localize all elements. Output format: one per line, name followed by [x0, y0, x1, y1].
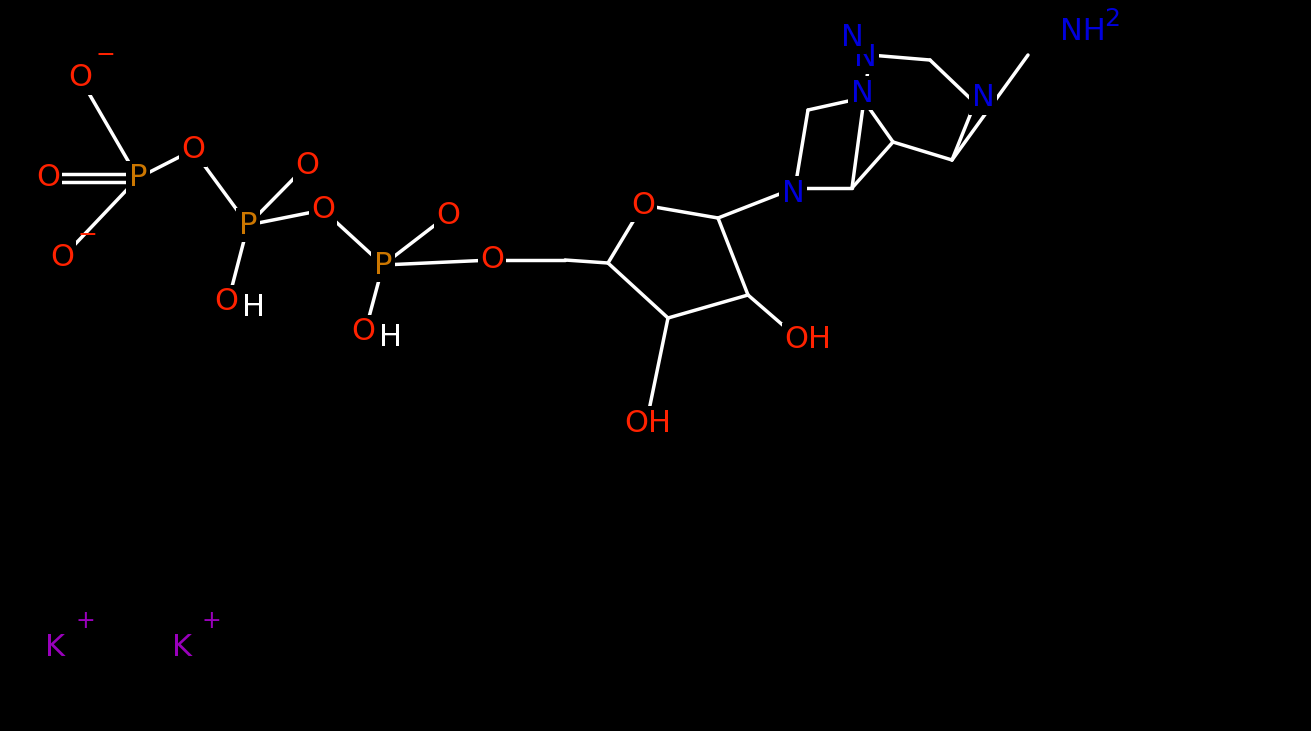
Text: N: N — [840, 23, 864, 51]
Text: −: − — [77, 223, 98, 247]
Text: O: O — [50, 243, 73, 273]
Text: +: + — [75, 609, 94, 633]
Text: −: − — [96, 43, 115, 67]
Text: O: O — [311, 195, 336, 224]
Text: K: K — [45, 634, 66, 662]
Text: O: O — [437, 200, 460, 230]
Text: +: + — [202, 609, 222, 633]
Text: OH: OH — [624, 409, 671, 437]
Text: H: H — [379, 323, 402, 352]
Text: H: H — [243, 293, 265, 322]
Text: K: K — [172, 634, 191, 662]
Text: NH: NH — [1061, 17, 1105, 46]
Text: N: N — [851, 78, 873, 107]
Text: O: O — [68, 64, 92, 93]
Text: N: N — [781, 178, 805, 208]
Text: O: O — [631, 191, 656, 219]
Text: O: O — [295, 151, 319, 180]
Text: O: O — [214, 287, 239, 317]
Text: O: O — [351, 317, 375, 346]
Text: P: P — [374, 251, 392, 279]
Text: O: O — [181, 135, 205, 164]
Text: N: N — [853, 42, 876, 72]
Text: O: O — [480, 246, 503, 275]
Text: P: P — [128, 164, 147, 192]
Text: N: N — [971, 83, 994, 113]
Text: OH: OH — [784, 325, 831, 355]
Text: O: O — [35, 164, 60, 192]
Text: P: P — [239, 211, 257, 240]
Text: 2: 2 — [1104, 7, 1120, 31]
